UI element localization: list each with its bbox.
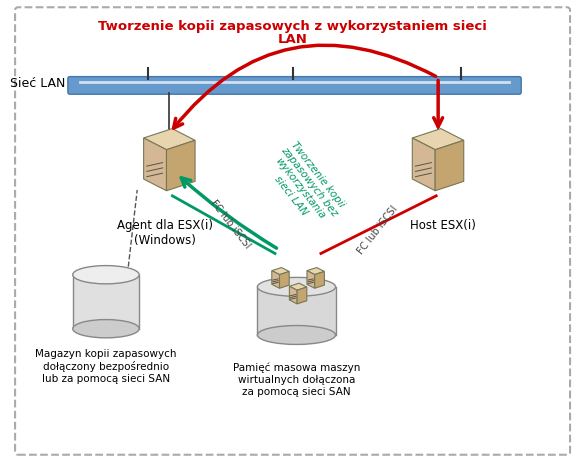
Polygon shape: [307, 267, 324, 274]
FancyArrowPatch shape: [434, 80, 443, 127]
Polygon shape: [272, 267, 289, 274]
Text: Pamięć masowa maszyn
wirtualnych dołączona
za pomocą sieci SAN: Pamięć masowa maszyn wirtualnych dołączo…: [233, 363, 360, 396]
Polygon shape: [412, 138, 435, 191]
Polygon shape: [435, 140, 464, 191]
Text: Sieć LAN: Sieć LAN: [10, 77, 65, 90]
FancyBboxPatch shape: [15, 7, 570, 455]
Polygon shape: [307, 271, 315, 288]
Text: Tworzenie kopii zapasowych z wykorzystaniem sieci: Tworzenie kopii zapasowych z wykorzystan…: [98, 20, 487, 33]
Polygon shape: [73, 275, 139, 328]
Text: Agent dla ESX(i)
(Windows): Agent dla ESX(i) (Windows): [117, 219, 213, 247]
Polygon shape: [289, 283, 307, 290]
Ellipse shape: [73, 320, 139, 338]
FancyArrowPatch shape: [181, 178, 276, 248]
Polygon shape: [166, 140, 195, 191]
Ellipse shape: [257, 326, 336, 345]
Polygon shape: [297, 287, 307, 304]
FancyBboxPatch shape: [68, 77, 521, 94]
Polygon shape: [289, 286, 297, 304]
Text: Magazyn kopii zapasowych
dołączony bezpośrednio
lub za pomocą sieci SAN: Magazyn kopii zapasowych dołączony bezpo…: [35, 349, 177, 383]
Polygon shape: [144, 128, 195, 150]
Text: FC lub iSCSI: FC lub iSCSI: [208, 198, 252, 250]
Polygon shape: [280, 272, 289, 288]
Polygon shape: [315, 272, 324, 288]
Polygon shape: [257, 287, 336, 335]
Polygon shape: [144, 138, 166, 191]
Polygon shape: [272, 271, 280, 288]
Polygon shape: [412, 128, 464, 150]
Ellipse shape: [257, 277, 336, 296]
Text: Host ESX(i): Host ESX(i): [410, 219, 476, 232]
FancyArrowPatch shape: [174, 45, 436, 128]
Text: LAN: LAN: [277, 33, 308, 46]
Ellipse shape: [73, 266, 139, 284]
Text: FC lub iSCSI: FC lub iSCSI: [356, 204, 399, 256]
Text: Tworzenie kopii
zapasowych bez
wykorzystania
sieci LAN: Tworzenie kopii zapasowych bez wykorzyst…: [260, 138, 348, 232]
